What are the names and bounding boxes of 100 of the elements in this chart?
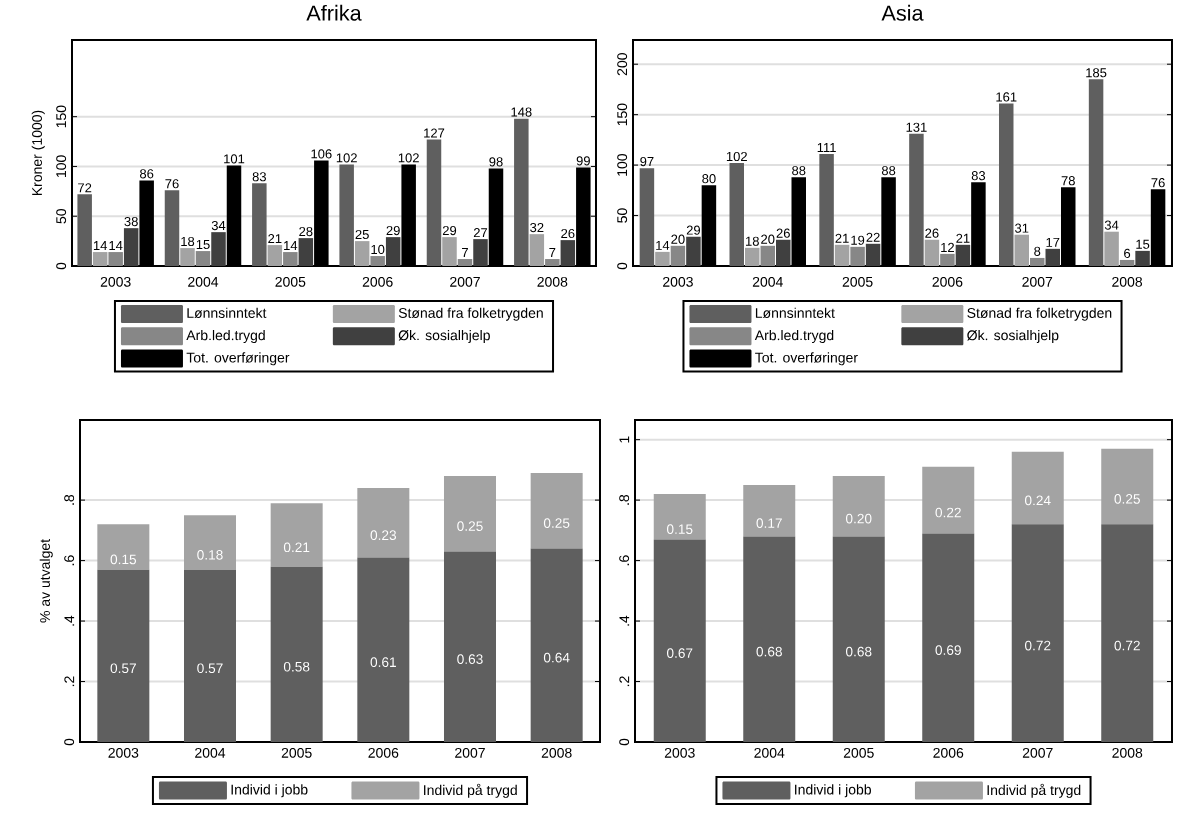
x-tick-label: 2006 <box>933 747 964 758</box>
bar <box>298 238 314 266</box>
bar <box>252 183 267 266</box>
bar <box>270 503 323 567</box>
data-label: 0.23 <box>370 530 397 541</box>
x-tick-label: 2005 <box>843 747 874 758</box>
data-label: 26 <box>776 228 790 238</box>
data-label: 102 <box>398 153 419 163</box>
data-label: 18 <box>746 236 759 246</box>
bar <box>998 103 1014 266</box>
data-label: 34 <box>211 220 226 231</box>
y-tick-label: 150 <box>56 105 67 128</box>
data-label: 0.68 <box>756 646 782 657</box>
bar <box>357 488 410 558</box>
x-tick-label: 2006 <box>368 747 399 758</box>
data-label: 111 <box>817 143 836 153</box>
y-tick-label: 100 <box>617 153 628 176</box>
legend-label: Øk. sosialhjelp <box>398 329 490 344</box>
bar <box>184 569 236 742</box>
y-tick-label: 0 <box>56 262 67 270</box>
data-label: 86 <box>140 169 154 179</box>
bar <box>653 539 706 742</box>
data-label: 88 <box>792 166 806 176</box>
data-label: 0.15 <box>666 524 693 534</box>
data-label: 20 <box>671 234 685 244</box>
data-label: 102 <box>336 153 357 163</box>
bar <box>955 244 971 266</box>
data-label: 83 <box>971 171 986 181</box>
bar <box>97 524 150 570</box>
x-tick-label: 2008 <box>1112 747 1143 758</box>
x-tick-label: 2007 <box>1022 276 1053 287</box>
data-label: 14 <box>284 241 298 251</box>
data-label: 0.68 <box>845 646 872 657</box>
data-label: 28 <box>299 226 313 237</box>
bar <box>1135 250 1150 266</box>
bar <box>195 251 211 266</box>
data-label: 0.64 <box>543 652 570 663</box>
bar <box>545 259 560 266</box>
y-tick-label: .8 <box>619 494 630 505</box>
data-label: 26 <box>925 228 939 238</box>
bar <box>1119 259 1135 266</box>
bar <box>865 243 881 266</box>
x-tick-label: 2006 <box>362 276 393 287</box>
x-tick-label: 2008 <box>541 747 572 758</box>
bar <box>164 190 180 266</box>
data-label: 0.57 <box>197 663 223 674</box>
bar <box>1045 248 1060 266</box>
y-tick-label: .8 <box>64 494 75 505</box>
x-tick-label: 2007 <box>450 276 480 287</box>
bar <box>530 472 583 549</box>
bar <box>1101 524 1154 742</box>
bar <box>385 237 401 266</box>
x-tick-label: 2004 <box>754 747 785 758</box>
legend-label: Lønnsinntekt <box>187 307 267 319</box>
legend-label: Stønad fra folketrygden <box>398 307 543 321</box>
x-tick-label: 2004 <box>188 276 219 287</box>
bar <box>123 228 139 266</box>
bar <box>457 259 473 266</box>
chart-title: Asia <box>881 4 924 21</box>
bar <box>443 475 496 552</box>
bar <box>560 240 576 266</box>
data-label: 0.25 <box>457 521 483 531</box>
bar <box>1011 451 1064 525</box>
data-label: 0.61 <box>370 657 396 668</box>
data-label: 18 <box>181 236 195 247</box>
data-label: 6 <box>1124 248 1131 258</box>
bar <box>529 234 545 266</box>
data-label: 0.72 <box>1024 640 1051 651</box>
data-label: 38 <box>124 216 138 227</box>
data-label: 72 <box>78 183 92 193</box>
legend-label: Øk. sosialhjelp <box>967 329 1059 344</box>
bar <box>924 239 940 266</box>
data-label: 0.15 <box>110 554 137 565</box>
bar <box>745 247 760 266</box>
bar <box>1104 231 1119 266</box>
data-label: 78 <box>1061 176 1075 186</box>
data-label: 26 <box>561 228 575 239</box>
data-label: 14 <box>109 241 123 251</box>
legend-label: Stønad fra folketrygden <box>967 307 1112 321</box>
data-label: 12 <box>941 242 954 252</box>
data-label: 21 <box>956 233 970 243</box>
legend-label: Individ i jobb <box>231 784 308 798</box>
data-label: 97 <box>640 156 654 167</box>
bar <box>940 253 955 266</box>
x-tick-label: 2008 <box>537 276 568 287</box>
y-tick-label: 150 <box>617 103 628 126</box>
data-label: 80 <box>702 174 716 184</box>
data-label: 88 <box>881 166 896 176</box>
y-tick-label: 100 <box>56 155 67 178</box>
data-label: 10 <box>371 244 385 255</box>
data-label: 98 <box>489 157 503 167</box>
x-tick-label: 2006 <box>932 276 963 287</box>
data-label: 76 <box>165 179 179 189</box>
data-label: 19 <box>851 235 865 245</box>
bar <box>832 536 885 742</box>
data-label: 25 <box>355 229 369 240</box>
legend-label: Individ på trygd <box>424 783 517 798</box>
bar <box>922 533 975 742</box>
data-label: 32 <box>530 222 544 233</box>
data-label: 29 <box>686 225 701 235</box>
